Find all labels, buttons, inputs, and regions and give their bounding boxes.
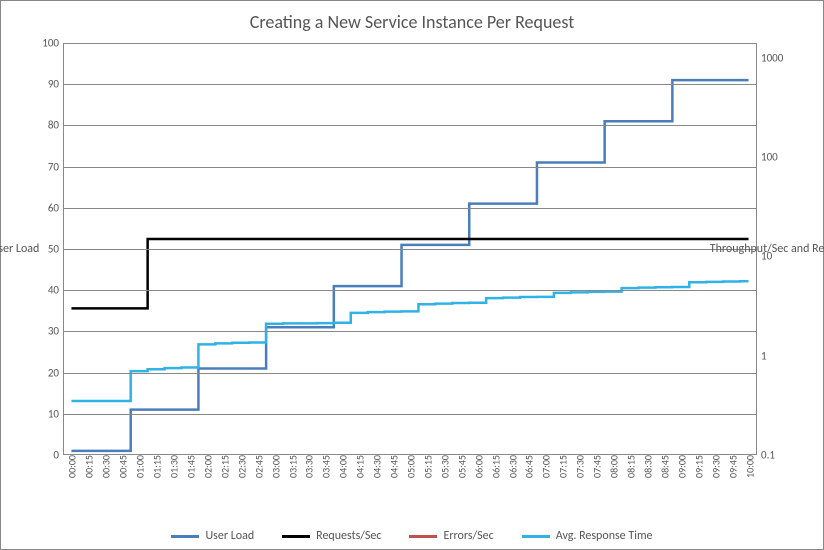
x-tick: 08:00 — [606, 455, 621, 478]
x-tick: 07:30 — [572, 455, 587, 478]
y-tick-left: 90 — [48, 78, 63, 91]
y-tick-right: 100 — [757, 151, 778, 164]
x-tick: 06:45 — [521, 455, 536, 478]
x-tick: 01:00 — [132, 455, 147, 478]
gridline — [63, 373, 757, 374]
x-tick: 08:45 — [656, 455, 671, 478]
y-tick-left: 40 — [48, 284, 63, 297]
x-tick: 02:15 — [216, 455, 231, 478]
y-axis-left-label: User Load — [0, 242, 39, 256]
x-tick: 05:15 — [419, 455, 434, 478]
x-tick: 02:00 — [199, 455, 214, 478]
x-tick: 08:30 — [639, 455, 654, 478]
legend-label: Requests/Sec — [316, 529, 381, 543]
gridline — [63, 414, 757, 415]
x-tick: 00:00 — [64, 455, 79, 478]
y-axis-right-label: Throughput/Sec and Response Time (s) — [710, 242, 824, 256]
x-tick: 05:45 — [453, 455, 468, 478]
gridline — [63, 290, 757, 291]
x-tick: 03:30 — [301, 455, 316, 478]
gridline — [63, 167, 757, 168]
legend-item: Errors/Sec — [409, 529, 493, 543]
x-tick: 03:00 — [267, 455, 282, 478]
x-tick: 06:00 — [470, 455, 485, 478]
x-tick: 00:30 — [98, 455, 113, 478]
x-tick: 03:15 — [284, 455, 299, 478]
y-tick-left: 50 — [48, 243, 63, 256]
chart-title: Creating a New Service Instance Per Requ… — [1, 11, 823, 33]
y-tick-right: 1 — [757, 349, 767, 362]
x-tick: 07:15 — [555, 455, 570, 478]
legend-item: Avg. Response Time — [522, 529, 653, 543]
x-tick: 04:45 — [386, 455, 401, 478]
x-tick: 01:45 — [182, 455, 197, 478]
legend-swatch — [522, 535, 550, 538]
legend-swatch — [171, 535, 199, 538]
x-tick: 06:15 — [487, 455, 502, 478]
legend-label: Errors/Sec — [443, 529, 493, 543]
y-tick-left: 0 — [53, 449, 63, 462]
y-tick-left: 100 — [42, 37, 63, 50]
series-avg-response-time — [71, 281, 748, 401]
gridline — [63, 84, 757, 85]
legend-swatch — [282, 535, 310, 538]
x-tick: 06:30 — [504, 455, 519, 478]
y-tick-right: 1000 — [757, 51, 783, 64]
legend-label: User Load — [205, 529, 254, 543]
x-tick: 02:45 — [250, 455, 265, 478]
plot-area: 01020304050607080901000.1110100100000:00… — [63, 43, 757, 455]
x-tick: 09:45 — [724, 455, 739, 478]
x-tick: 07:00 — [538, 455, 553, 478]
x-tick: 10:00 — [741, 455, 756, 478]
x-tick: 09:00 — [673, 455, 688, 478]
y-tick-left: 70 — [48, 160, 63, 173]
legend-item: Requests/Sec — [282, 529, 381, 543]
y-tick-left: 60 — [48, 201, 63, 214]
y-tick-left: 80 — [48, 119, 63, 132]
legend-item: User Load — [171, 529, 254, 543]
gridline — [63, 125, 757, 126]
legend-label: Avg. Response Time — [556, 529, 653, 543]
x-tick: 05:00 — [403, 455, 418, 478]
x-tick: 00:15 — [81, 455, 96, 478]
series-user-load — [71, 80, 748, 451]
x-tick: 09:30 — [707, 455, 722, 478]
y-tick-left: 20 — [48, 366, 63, 379]
x-tick: 00:45 — [115, 455, 130, 478]
gridline — [63, 249, 757, 250]
x-tick: 02:30 — [233, 455, 248, 478]
x-tick: 09:15 — [690, 455, 705, 478]
legend-swatch — [409, 535, 437, 538]
chart-container: Creating a New Service Instance Per Requ… — [0, 0, 824, 550]
x-tick: 03:45 — [318, 455, 333, 478]
y-tick-right: 0.1 — [757, 449, 775, 462]
x-tick: 08:15 — [623, 455, 638, 478]
x-tick: 01:30 — [166, 455, 181, 478]
x-tick: 01:15 — [149, 455, 164, 478]
x-tick: 07:45 — [589, 455, 604, 478]
x-tick: 05:30 — [436, 455, 451, 478]
x-tick: 04:30 — [369, 455, 384, 478]
y-tick-left: 10 — [48, 407, 63, 420]
legend: User Load Requests/Sec Errors/Sec Avg. Resp… — [1, 528, 823, 544]
gridline — [63, 331, 757, 332]
x-tick: 04:15 — [352, 455, 367, 478]
gridline — [63, 208, 757, 209]
x-tick: 04:00 — [335, 455, 350, 478]
y-tick-left: 30 — [48, 325, 63, 338]
